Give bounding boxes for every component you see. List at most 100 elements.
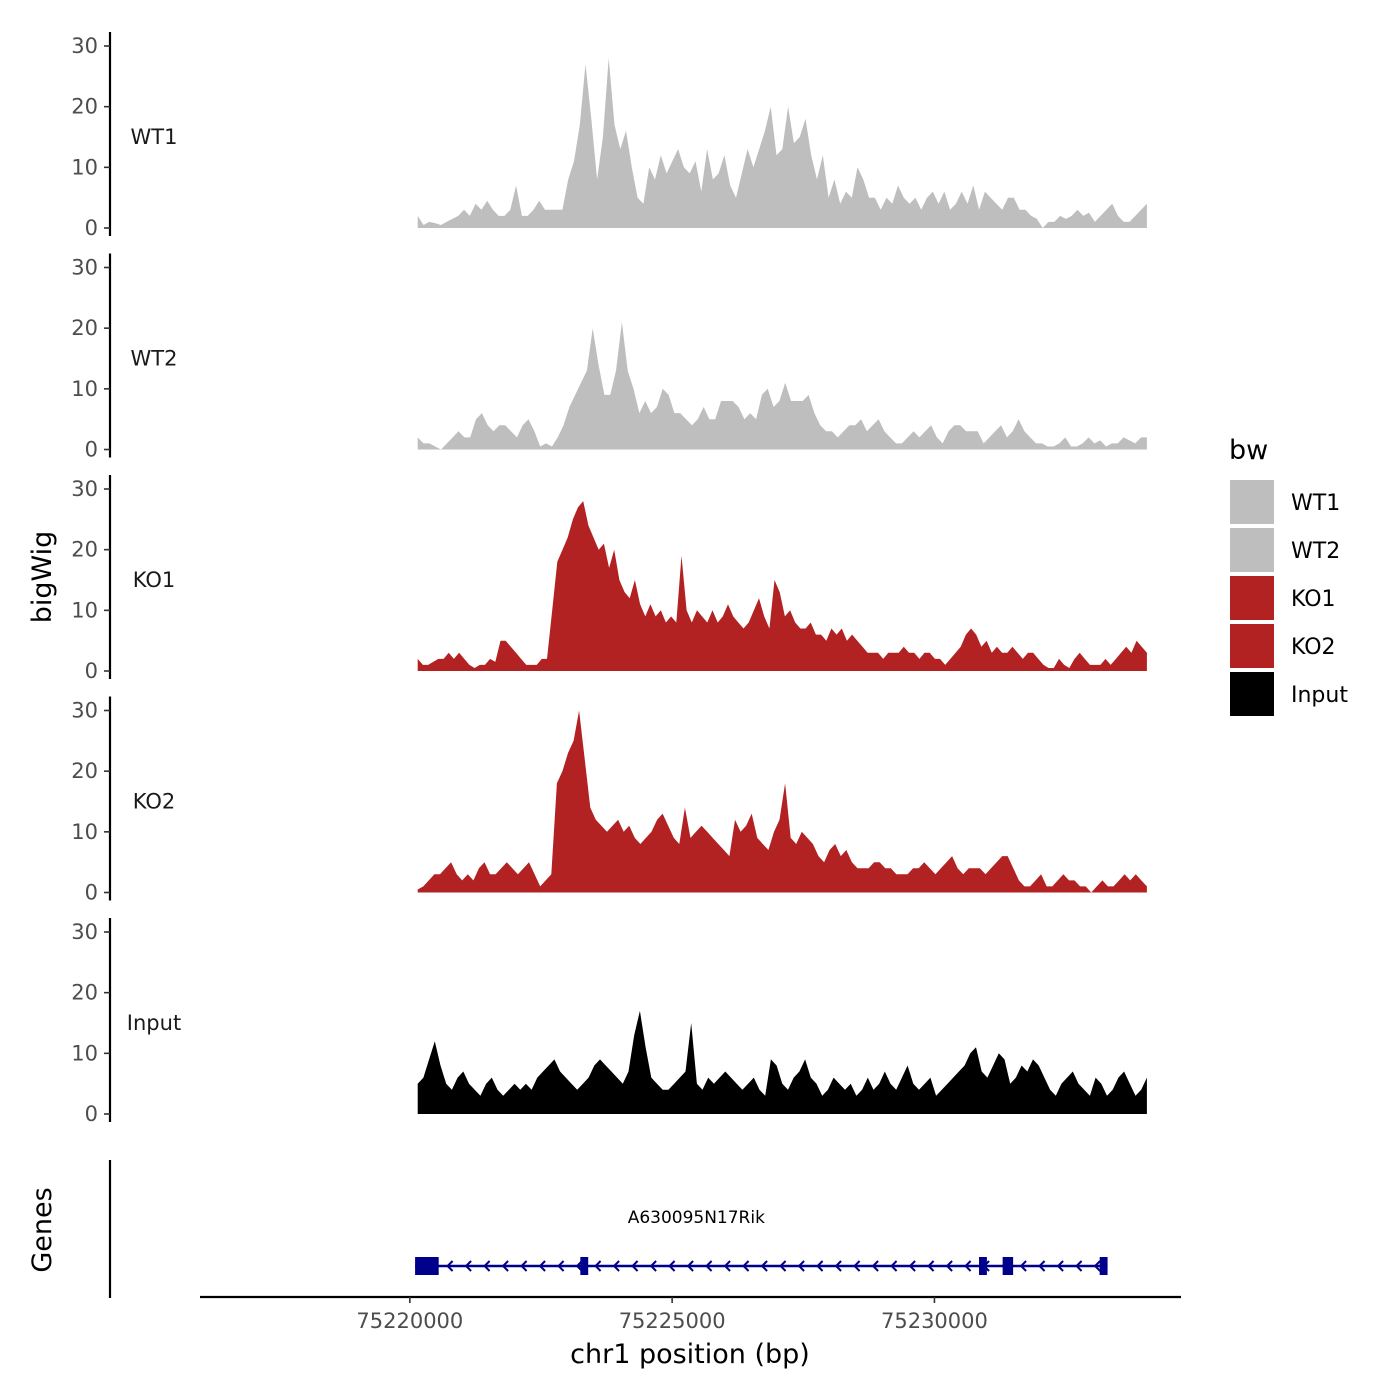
signal-area-input [417, 1010, 1147, 1114]
strand-arrow [964, 1260, 972, 1272]
genes-axis-title: Genes [27, 1187, 58, 1272]
y-tick-label: 10 [71, 1041, 98, 1065]
strand-arrow [668, 1260, 676, 1272]
x-tick-label: 75230000 [881, 1309, 988, 1333]
strand-arrow [927, 1260, 935, 1272]
track-label: WT2 [131, 347, 178, 371]
legend-title: bw [1229, 435, 1268, 466]
legend-item-ko2: KO2 [1230, 624, 1336, 668]
y-tick-label: 0 [85, 216, 98, 240]
y-tick-label: 0 [85, 659, 98, 683]
strand-arrow [871, 1260, 879, 1272]
gene-exon [1099, 1257, 1108, 1275]
legend-item-wt1: WT1 [1230, 480, 1340, 524]
track-label: Input [127, 1011, 181, 1035]
gene-track: A630095N17Rik [108, 1160, 1108, 1298]
x-tick-label: 75220000 [356, 1309, 463, 1333]
y-tick-label: 10 [71, 598, 98, 622]
signal-area-ko2 [417, 710, 1147, 893]
legend-item-wt2: WT2 [1230, 528, 1340, 572]
strand-arrow [816, 1260, 824, 1272]
y-tick-label: 20 [71, 981, 98, 1005]
x-axis: 75220000 75225000 75230000 [200, 1295, 1181, 1333]
track-label: KO2 [133, 790, 176, 814]
strand-arrow [760, 1260, 768, 1272]
strand-arrow [1019, 1260, 1027, 1272]
legend-label: KO2 [1291, 635, 1336, 660]
y-tick-label: 30 [71, 34, 98, 58]
legend-label: KO1 [1291, 587, 1336, 612]
strand-arrow [945, 1260, 953, 1272]
signal-area-ko1 [417, 501, 1147, 671]
strand-arrow [1056, 1260, 1064, 1272]
strand-arrow [890, 1260, 898, 1272]
strand-arrow [520, 1260, 528, 1272]
y-tick-label: 20 [71, 95, 98, 119]
strand-arrow [1093, 1260, 1101, 1272]
y-tick-label: 30 [71, 477, 98, 501]
y-tick-label: 10 [71, 820, 98, 844]
strand-arrow [1075, 1260, 1083, 1272]
gene-exon [1002, 1257, 1014, 1275]
track-wt1: 0 10 20 30 WT1 [71, 32, 1147, 240]
y-tick-label: 30 [71, 920, 98, 944]
y-tick-label: 10 [71, 377, 98, 401]
y-tick-label: 10 [71, 155, 98, 179]
gene-exon [580, 1257, 589, 1275]
strand-arrow [483, 1260, 491, 1272]
strand-arrow [834, 1260, 842, 1272]
x-tick-label: 75225000 [619, 1309, 726, 1333]
signal-area-wt2 [417, 322, 1147, 450]
track-ko1: 0 10 20 30 KO1 [71, 475, 1147, 683]
legend-swatch [1230, 576, 1274, 620]
y-tick-label: 30 [71, 256, 98, 280]
y-tick-label: 30 [71, 699, 98, 723]
gene-exon [415, 1257, 439, 1275]
strand-arrow [649, 1260, 657, 1272]
legend-item-input: Input [1230, 672, 1348, 716]
track-input: 0 10 20 30 Input [71, 918, 1147, 1126]
strand-arrow [686, 1260, 694, 1272]
strand-arrow [501, 1260, 509, 1272]
gene-name-label: A630095N17Rik [628, 1208, 765, 1228]
strand-arrow [464, 1260, 472, 1272]
y-tick-label: 20 [71, 316, 98, 340]
strand-arrow [557, 1260, 565, 1272]
strand-arrow [853, 1260, 861, 1272]
x-axis-title: chr1 position (bp) [570, 1339, 810, 1370]
strand-arrow [1038, 1260, 1046, 1272]
tracks-layer: 0 10 20 30 WT1 0 10 20 30 WT2 0 10 20 30 KO1 0 10 20 30 KO2… [71, 32, 1147, 1126]
legend-swatch [1230, 480, 1274, 524]
legend-swatch [1230, 528, 1274, 572]
legend-label: WT2 [1291, 539, 1340, 564]
strand-arrow [779, 1260, 787, 1272]
gene-a630095n17rik: A630095N17Rik [415, 1208, 1108, 1275]
gene-exon [979, 1257, 987, 1275]
strand-arrow [446, 1260, 454, 1272]
signal-area-wt1 [417, 58, 1147, 228]
strand-arrow [705, 1260, 713, 1272]
strand-arrow [723, 1260, 731, 1272]
strand-arrow [908, 1260, 916, 1272]
strand-arrow [797, 1260, 805, 1272]
legend-item-ko1: KO1 [1230, 576, 1336, 620]
y-axis-title: bigWig [27, 531, 58, 624]
track-ko2: 0 10 20 30 KO2 [71, 696, 1147, 905]
y-tick-label: 20 [71, 538, 98, 562]
y-tick-label: 20 [71, 759, 98, 783]
strand-arrow [594, 1260, 602, 1272]
track-label: KO1 [133, 568, 176, 592]
y-tick-label: 0 [85, 1102, 98, 1126]
strand-arrow [742, 1260, 750, 1272]
y-tick-label: 0 [85, 438, 98, 462]
legend-swatch [1230, 624, 1274, 668]
legend-label: Input [1291, 683, 1348, 708]
track-wt2: 0 10 20 30 WT2 [71, 253, 1147, 462]
strand-arrow [612, 1260, 620, 1272]
legend-label: WT1 [1291, 491, 1340, 516]
track-label: WT1 [131, 125, 178, 149]
y-tick-label: 0 [85, 881, 98, 905]
legend-swatch [1230, 672, 1274, 716]
legend: bw WT1 WT2 KO1 KO2 Input [1229, 435, 1348, 716]
